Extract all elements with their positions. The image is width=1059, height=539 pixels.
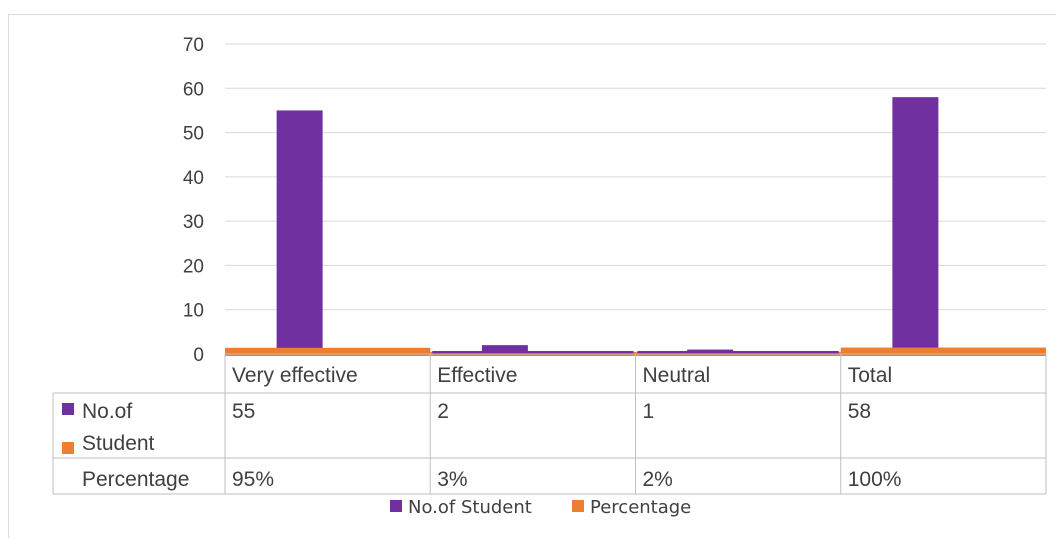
table-series-label: No.of xyxy=(82,400,132,423)
bar-no-of-student-small xyxy=(432,351,634,354)
table-cell-value: 2% xyxy=(643,468,673,491)
table-legend-key-percentage xyxy=(62,442,74,454)
bar-percentage xyxy=(840,347,1046,356)
legend-key-percentage xyxy=(572,500,584,512)
table-cell-value: 100% xyxy=(848,468,902,491)
legend-key-no-of-student xyxy=(390,500,402,512)
table-cell-value: 95% xyxy=(232,468,274,491)
bar-no-of-student-small xyxy=(637,351,839,354)
table-cell-value: 3% xyxy=(437,468,467,491)
y-tick-label: 30 xyxy=(183,212,204,233)
table-cell-value: 1 xyxy=(643,400,655,423)
y-tick-label: 50 xyxy=(183,124,204,145)
y-tick-label: 10 xyxy=(183,301,204,322)
chart-frame xyxy=(8,14,1056,538)
y-tick-label: 40 xyxy=(183,168,204,189)
category-label: Neutral xyxy=(643,364,711,387)
table-cell-value: 55 xyxy=(232,400,255,423)
legend-label: No.of Student xyxy=(408,497,532,518)
category-label: Total xyxy=(848,364,892,387)
legend-label: Percentage xyxy=(590,497,691,518)
y-tick-label: 60 xyxy=(183,79,204,100)
y-tick-label: 0 xyxy=(193,345,204,366)
category-label: Effective xyxy=(437,364,517,387)
bar-no-of-student xyxy=(481,345,528,354)
table-series-label: Percentage xyxy=(82,468,189,491)
y-tick-label: 20 xyxy=(183,256,204,277)
table-legend-key-no-of-student xyxy=(62,403,74,415)
y-tick-label: 70 xyxy=(183,35,204,56)
bar-no-of-student xyxy=(276,110,323,354)
table-series-label: Student xyxy=(82,432,155,455)
table-cell-value: 2 xyxy=(437,400,449,423)
table-cell-value: 58 xyxy=(848,400,871,423)
bar-no-of-student xyxy=(892,97,939,355)
bar-percentage xyxy=(225,347,431,356)
category-label: Very effective xyxy=(232,364,358,387)
